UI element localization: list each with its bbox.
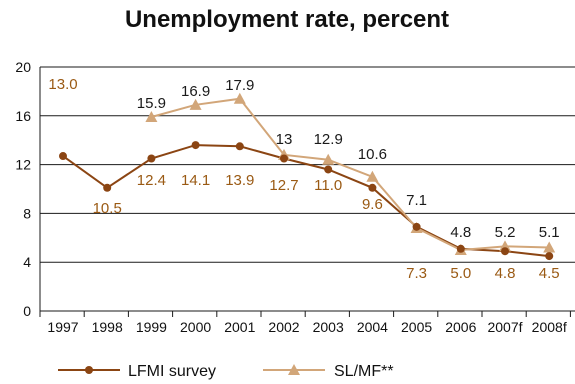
lfmi-label-2000: 14.1 bbox=[181, 172, 210, 189]
lfmi-point-2000 bbox=[191, 141, 200, 150]
lfmi-label-2003: 11.0 bbox=[314, 177, 342, 194]
x-tick-label: 2008f bbox=[532, 319, 567, 335]
lfmi-point-2005 bbox=[412, 222, 421, 231]
x-tick-label: 2002 bbox=[268, 319, 299, 335]
lfmi-label-2001: 13.9 bbox=[225, 172, 254, 189]
series-lines bbox=[62, 97, 550, 258]
lfmi-point-2003 bbox=[324, 165, 333, 174]
lfmi-point-2002 bbox=[280, 154, 288, 163]
y-tick-label: 0 bbox=[23, 303, 31, 319]
lfmi-label-1997: 13.0 bbox=[48, 76, 77, 93]
x-tick-label: 2007f bbox=[487, 319, 522, 335]
x-tick-label: 2004 bbox=[357, 319, 388, 335]
slmf-label-2006: 4.8 bbox=[450, 224, 471, 241]
lfmi-point-2001 bbox=[235, 142, 244, 151]
legend-marker-lfmi bbox=[85, 366, 93, 374]
legend-label-lfmi: LFMI survey bbox=[128, 363, 216, 380]
lfmi-point-1999 bbox=[147, 154, 156, 163]
data-labels: 13.0 10.5 12.4 14.1 13.9 12.7 11.0 9.6 7.3 5.0 4.8… bbox=[48, 76, 559, 282]
x-tick-label: 2001 bbox=[224, 319, 255, 335]
lfmi-label-1999: 12.4 bbox=[137, 172, 166, 189]
lfmi-label-2002: 12.7 bbox=[269, 177, 298, 194]
legend-marker-slmf bbox=[288, 364, 300, 375]
slmf-label-2002: 13 bbox=[276, 131, 293, 148]
lfmi-point-1998 bbox=[103, 183, 112, 192]
x-tick-label: 2000 bbox=[180, 319, 211, 335]
grid-lines bbox=[40, 66, 575, 312]
slmf-point-2003 bbox=[322, 153, 335, 165]
y-axis: 0 4 8 12 16 20 bbox=[15, 59, 41, 319]
x-axis: 1997 1998 1999 2000 2001 2002 2003 2004 2005 2006… bbox=[39, 311, 571, 335]
slmf-point-2000 bbox=[189, 98, 202, 110]
slmf-label-2007f: 5.2 bbox=[495, 224, 516, 241]
lfmi-label-2008f: 4.5 bbox=[539, 265, 560, 282]
legend-label-slmf: SL/MF** bbox=[334, 363, 394, 380]
lfmi-label-2004: 9.6 bbox=[362, 196, 383, 213]
lfmi-label-2005: 7.3 bbox=[406, 265, 427, 282]
lfmi-label-1998: 10.5 bbox=[93, 200, 122, 217]
lfmi-point-2007f bbox=[501, 247, 509, 256]
series-line-sl-mf bbox=[151, 97, 550, 252]
lfmi-point-2008f bbox=[545, 252, 554, 261]
slmf-point-2001 bbox=[233, 92, 246, 104]
slmf-point-2004 bbox=[366, 170, 379, 182]
x-tick-label: 1997 bbox=[47, 319, 78, 335]
chart-title: Unemployment rate, percent bbox=[125, 6, 449, 33]
lfmi-point-2004 bbox=[368, 183, 377, 192]
slmf-label-2001: 17.9 bbox=[225, 77, 254, 94]
series-line-lfmi-survey bbox=[62, 144, 550, 258]
x-tick-label: 2005 bbox=[401, 319, 432, 335]
slmf-label-1999: 15.9 bbox=[137, 95, 166, 112]
slmf-point-1999 bbox=[145, 111, 158, 123]
x-tick-label: 1998 bbox=[92, 319, 123, 335]
y-tick-label: 12 bbox=[15, 157, 31, 173]
x-tick-label: 2003 bbox=[313, 319, 344, 335]
chart-legend: LFMI survey SL/MF** bbox=[58, 363, 394, 380]
lfmi-point-2006 bbox=[456, 244, 465, 253]
slmf-label-2003: 12.9 bbox=[314, 131, 343, 148]
slmf-point-2008f bbox=[543, 241, 556, 253]
y-tick-label: 8 bbox=[23, 205, 31, 221]
y-tick-label: 16 bbox=[15, 108, 31, 124]
slmf-label-2005: 7.1 bbox=[406, 192, 427, 209]
lfmi-point-1997 bbox=[59, 152, 67, 161]
series-markers bbox=[59, 92, 556, 261]
slmf-label-2000: 16.9 bbox=[181, 83, 210, 100]
y-tick-label: 4 bbox=[23, 254, 31, 270]
slmf-label-2004: 10.6 bbox=[358, 146, 387, 163]
x-tick-label: 1999 bbox=[136, 319, 167, 335]
slmf-label-2008f: 5.1 bbox=[539, 224, 560, 241]
lfmi-label-2006: 5.0 bbox=[450, 265, 471, 282]
x-tick-label: 2006 bbox=[445, 319, 476, 335]
lfmi-label-2007f: 4.8 bbox=[495, 265, 516, 282]
y-tick-label: 20 bbox=[15, 59, 31, 75]
